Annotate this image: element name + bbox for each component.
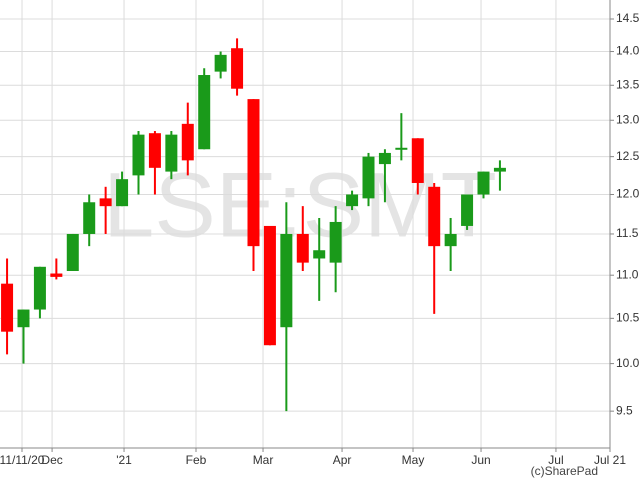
candle-body <box>329 221 342 263</box>
y-tick-label: 13.0 <box>616 112 640 126</box>
x-tick-label: Feb <box>186 453 207 467</box>
candle-body <box>17 309 30 328</box>
candle-body <box>247 99 260 247</box>
candle-body <box>231 48 244 89</box>
candle-body <box>395 147 408 150</box>
candle-body <box>477 171 490 195</box>
x-tick-label: Jul <box>548 453 563 467</box>
candle-body <box>428 186 441 247</box>
y-tick-label: 11.5 <box>616 226 639 240</box>
candle-body <box>214 54 227 72</box>
candle-body <box>280 233 293 328</box>
candle-body <box>181 123 194 161</box>
candle-body <box>493 167 506 172</box>
candle-body <box>66 233 79 271</box>
candle-body <box>132 134 145 176</box>
candle-body <box>1 283 14 332</box>
candle-body <box>83 202 96 234</box>
y-tick-label: 9.5 <box>616 403 633 417</box>
y-tick-label: 10.0 <box>616 356 640 370</box>
x-tick-label: '21 <box>116 453 132 467</box>
x-tick-label: Jun <box>471 453 490 467</box>
y-tick-label: 14.5 <box>616 11 640 25</box>
x-tick-label: Apr <box>333 453 352 467</box>
y-tick-label: 13.5 <box>616 77 640 91</box>
y-tick-label: 12.0 <box>616 187 640 201</box>
candle-body <box>33 266 46 310</box>
x-tick-label: Jul 21 <box>594 453 626 467</box>
y-tick-label: 10.5 <box>616 311 640 325</box>
y-tick-label: 11.0 <box>616 267 639 281</box>
candle-body <box>296 233 309 263</box>
y-tick-label: 14.0 <box>616 44 640 58</box>
candle-body <box>444 233 457 247</box>
candle-body <box>116 179 129 207</box>
candle-body <box>461 194 474 226</box>
x-tick-label: 11/11/20 <box>0 453 45 467</box>
candle-body <box>362 156 375 199</box>
candle-body <box>378 152 391 165</box>
candle-body <box>50 273 63 277</box>
x-tick-label: May <box>402 453 425 467</box>
x-tick-label: Dec <box>41 453 62 467</box>
candle-body <box>148 133 161 168</box>
candle-body <box>165 134 178 172</box>
candle-body <box>263 225 276 346</box>
y-tick-label: 12.5 <box>616 149 640 163</box>
credit: (c)SharePad <box>531 464 598 478</box>
candle-body <box>411 138 424 183</box>
candle-body <box>198 75 211 150</box>
candle-body <box>99 198 112 207</box>
candle-body <box>313 250 326 259</box>
candle-body <box>346 194 359 207</box>
x-tick-label: Mar <box>253 453 274 467</box>
